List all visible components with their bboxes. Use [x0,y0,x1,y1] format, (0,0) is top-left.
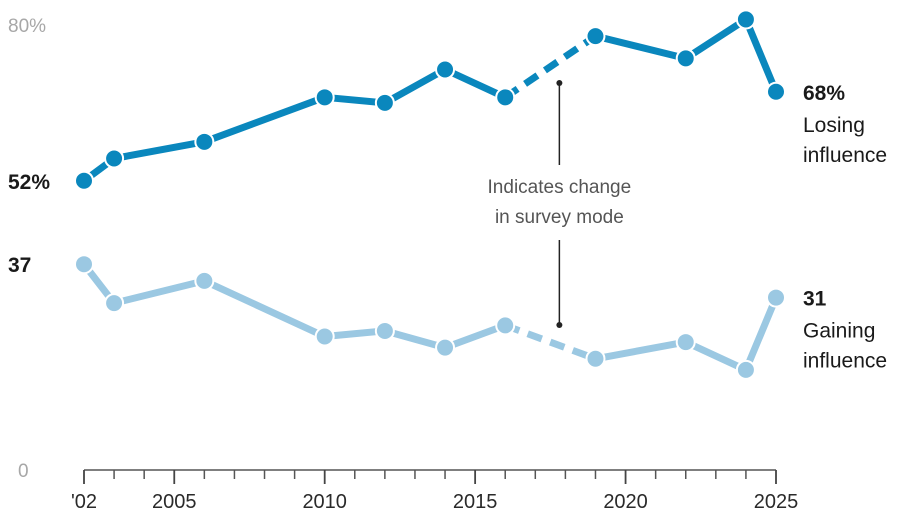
x-tick-label: 2010 [302,491,347,513]
series-line-dashed-gaining [503,322,597,363]
y-tick-label-zero: 0 [18,461,29,482]
series-line-losing [80,66,509,185]
data-point-gaining [766,287,786,308]
series-end-value-losing: 68% [803,82,845,105]
series-layer [74,9,786,380]
data-point-losing [585,26,606,47]
data-point-losing [735,9,756,30]
annotation-text: in survey mode [495,207,624,228]
data-point-losing [495,87,516,108]
data-point-losing [766,81,786,102]
data-point-losing [314,87,335,108]
data-point-losing [104,148,125,169]
data-point-losing [435,59,456,80]
x-tick-label: 2020 [603,491,648,513]
series-start-label-gaining: 37 [8,254,31,277]
data-point-losing [374,92,395,113]
data-point-gaining [314,326,335,347]
x-tick-label: 2005 [152,491,197,513]
series-end-value-gaining: 31 [803,288,827,311]
series-end-label-gaining: Gaining [803,320,875,343]
data-point-gaining [735,359,756,380]
annotation-text: Indicates change [488,177,632,198]
data-point-gaining [104,293,125,314]
data-point-losing [675,48,696,69]
annotation-layer: Indicates change in survey mode [488,80,632,328]
series-end-label-losing: influence [803,144,887,167]
y-tick-label-top: 80% [8,16,46,37]
data-point-gaining [585,348,606,369]
series-line-losing [592,15,780,96]
x-tick-label: '02 [71,491,97,513]
x-tick-label: 2015 [453,491,498,513]
data-point-losing [194,131,215,152]
data-point-gaining [194,270,215,291]
data-point-gaining [374,320,395,341]
data-point-gaining [675,332,696,353]
series-start-label-losing: 52% [8,171,50,194]
series-end-label-gaining: influence [803,350,887,373]
data-point-gaining [74,254,94,275]
data-point-gaining [495,315,516,336]
x-tick-label: 2025 [754,491,799,513]
annotation-dot-bottom [556,322,563,328]
series-line-dashed-losing [503,33,598,101]
series-line-gaining [80,260,509,352]
data-point-losing [74,170,94,191]
axes: 80% 0 '02 2005 2010 2015 2020 2025 [8,16,798,513]
data-point-gaining [435,337,456,358]
series-end-label-losing: Losing [803,114,865,137]
series-line-gaining [592,294,780,374]
annotation-dot-top [556,80,563,86]
labels-layer: 52% 68% Losing influence 37 31 Gaining influenc… [8,82,887,373]
